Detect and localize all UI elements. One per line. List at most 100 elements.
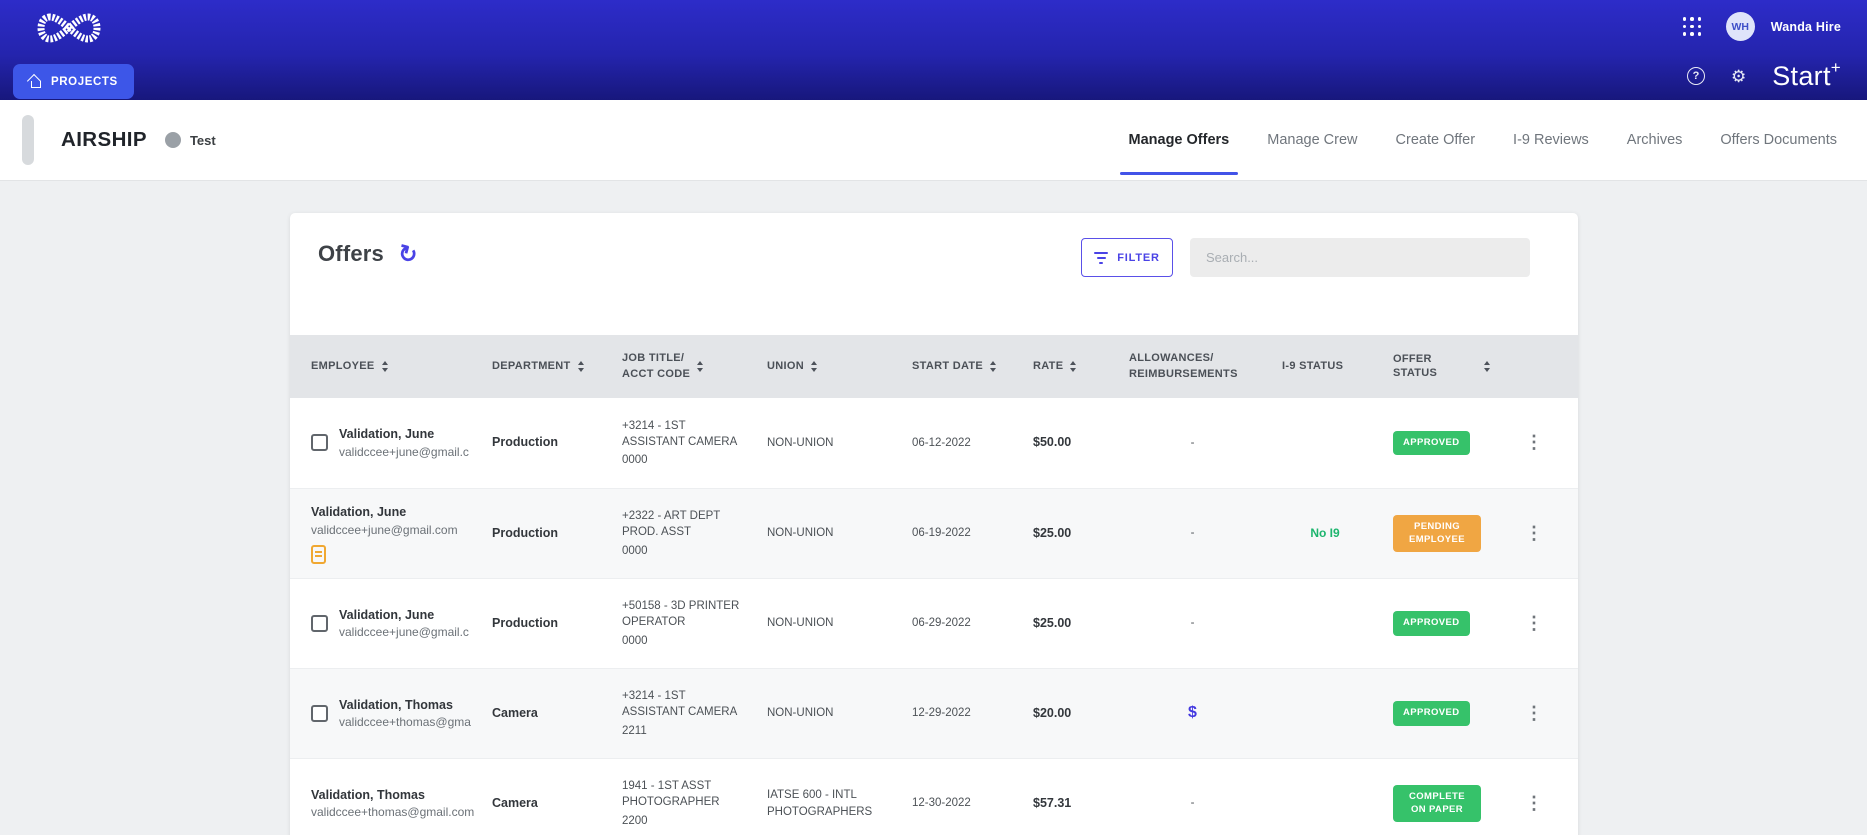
sort-icon[interactable] (1070, 361, 1077, 372)
projects-button-label: PROJECTS (51, 75, 118, 88)
employee-name: Validation, Thomas (339, 697, 453, 712)
department-value: Camera (492, 705, 538, 720)
tab-i-9-reviews[interactable]: I-9 Reviews (1513, 132, 1589, 148)
union-cell: NON-UNION (767, 527, 834, 540)
apps-grid-icon[interactable] (1682, 17, 1702, 36)
employee-wrap: Validation, Thomas validccee+thomas@gma (311, 696, 480, 732)
employee-name: Validation, June (311, 505, 407, 520)
document-icon[interactable] (311, 544, 326, 564)
allowances-cell: $ (1115, 702, 1270, 724)
sort-icon[interactable] (810, 361, 817, 372)
column-header-rate[interactable]: RATE (1020, 360, 1115, 374)
column-header-label: RATE (1033, 360, 1063, 374)
employee-cell: Validation, June validccee+june@gmail.c (290, 606, 480, 642)
sort-up-icon (810, 361, 817, 366)
sort-up-icon (1070, 361, 1077, 366)
projects-button[interactable]: PROJECTS (13, 64, 134, 99)
kebab-menu-icon[interactable]: ⋮ (1525, 432, 1543, 453)
column-header-start[interactable]: START DATE (898, 360, 1020, 374)
tab-create-offer[interactable]: Create Offer (1395, 132, 1476, 148)
table-row[interactable]: Validation, June validccee+june@gmail.com… (290, 488, 1578, 578)
allowances-value: - (1190, 527, 1195, 540)
table-row[interactable]: Validation, June validccee+june@gmail.c Pr… (290, 398, 1578, 488)
employee-name: Validation, Thomas (311, 787, 425, 802)
offer-status-badge: APPROVED (1393, 430, 1470, 456)
tab-manage-offers[interactable]: Manage Offers (1110, 100, 1249, 180)
sort-up-icon (577, 361, 584, 366)
sort-down-icon (1070, 367, 1077, 372)
column-header-line: ACCT CODE (622, 367, 691, 380)
employee-cell: Validation, Thomas validccee+thomas@gma (290, 696, 480, 732)
offers-title: Offers (318, 241, 384, 266)
kebab-menu-icon[interactable]: ⋮ (1525, 792, 1543, 813)
column-header-dept[interactable]: DEPARTMENT (480, 360, 610, 374)
kebab-menu-icon[interactable]: ⋮ (1525, 702, 1543, 723)
department-cell: Camera (480, 705, 610, 723)
employee-email: validccee+june@gmail.c (339, 625, 469, 640)
help-icon[interactable]: ? (1686, 67, 1705, 85)
column-header-union[interactable]: UNION (755, 360, 898, 374)
column-header-job[interactable]: JOB TITLE/ACCT CODE (610, 352, 755, 382)
table-row[interactable]: Validation, June validccee+june@gmail.c Pr… (290, 578, 1578, 668)
filter-button[interactable]: FILTER (1081, 238, 1173, 277)
employee-wrap: Validation, June validccee+june@gmail.com (311, 503, 480, 564)
employee-email: validccee+thomas@gma (339, 715, 471, 730)
department-value: Production (492, 615, 558, 630)
home-icon (29, 75, 43, 89)
start-date-cell: 12-30-2022 (912, 797, 971, 810)
employee-wrap: Validation, June validccee+june@gmail.c (311, 606, 480, 642)
sort-up-icon (990, 361, 997, 366)
rate-cell: $20.00 (1020, 705, 1115, 723)
dollar-icon[interactable]: $ (1188, 704, 1197, 722)
row-checkbox[interactable] (311, 614, 328, 632)
sort-icon[interactable] (990, 361, 997, 372)
project-bar-left: AIRSHIP Test (22, 100, 216, 180)
search-input[interactable] (1190, 238, 1530, 277)
kebab-cell: ⋮ (1490, 701, 1578, 726)
rate-value: $50.00 (1033, 435, 1072, 450)
employee-name: Validation, June (339, 607, 435, 622)
column-header-line: JOB TITLE/ (622, 351, 685, 364)
rate-value: $57.31 (1033, 795, 1072, 810)
sort-up-icon (381, 361, 388, 366)
brand-logo-filmstrip-infinity-icon[interactable] (30, 6, 108, 50)
employee-cell: Validation, June validccee+june@gmail.c (290, 425, 480, 461)
column-header-employee[interactable]: EMPLOYEE (290, 360, 480, 374)
offers-card: Offers ↻ FILTER EMPLOYEE DEPARTMENT JOB TI… (290, 213, 1578, 835)
job-title-value: +2322 - ART DEPT PROD. ASST (622, 510, 721, 539)
refresh-icon[interactable]: ↻ (395, 238, 421, 269)
i9-status-cell: No I9 (1270, 525, 1380, 542)
job-title-value: +3214 - 1ST ASSISTANT CAMERA (622, 419, 738, 448)
column-header-status[interactable]: OFFER STATUS (1380, 353, 1490, 381)
sort-icon[interactable] (1484, 361, 1490, 372)
offers-title-row: Offers ↻ (318, 238, 421, 269)
employee-cell: Validation, June validccee+june@gmail.com (290, 503, 480, 564)
sort-icon[interactable] (697, 361, 704, 372)
tab-manage-crew[interactable]: Manage Crew (1267, 132, 1358, 148)
job-title-cell: +3214 - 1ST ASSISTANT CAMERA 2211 (610, 688, 755, 738)
settings-gear-icon[interactable]: ⚙ (1730, 66, 1747, 86)
sort-icon[interactable] (381, 361, 388, 372)
job-title-value: +50158 - 3D PRINTER OPERATOR (622, 600, 740, 629)
offer-status-cell: PENDING EMPLOYEE (1380, 515, 1490, 552)
sort-up-icon (1484, 361, 1490, 366)
tab-archives[interactable]: Archives (1626, 132, 1683, 148)
user-name: Wanda Hire (1770, 19, 1841, 34)
sort-icon[interactable] (577, 361, 584, 372)
column-header-label: JOB TITLE/ACCT CODE (622, 352, 690, 382)
row-checkbox[interactable] (311, 704, 328, 722)
rate-value: $25.00 (1033, 525, 1072, 540)
table-row[interactable]: Validation, Thomas validccee+thomas@gmail… (290, 758, 1578, 835)
rate-cell: $50.00 (1020, 434, 1115, 452)
job-title-cell: +50158 - 3D PRINTER OPERATOR 0000 (610, 598, 755, 648)
acct-code-value: 0000 (622, 544, 648, 557)
employee-info: Validation, Thomas validccee+thomas@gma (339, 696, 471, 732)
tab-offers-documents[interactable]: Offers Documents (1720, 132, 1837, 148)
table-row[interactable]: Validation, Thomas validccee+thomas@gma Ca… (290, 668, 1578, 758)
kebab-menu-icon[interactable]: ⋮ (1525, 522, 1543, 543)
row-checkbox[interactable] (311, 434, 328, 452)
user-avatar[interactable]: WH (1725, 12, 1755, 41)
start-date-cell: 06-19-2022 (912, 527, 971, 540)
union-cell: NON-UNION (767, 617, 834, 630)
kebab-menu-icon[interactable]: ⋮ (1525, 612, 1543, 633)
